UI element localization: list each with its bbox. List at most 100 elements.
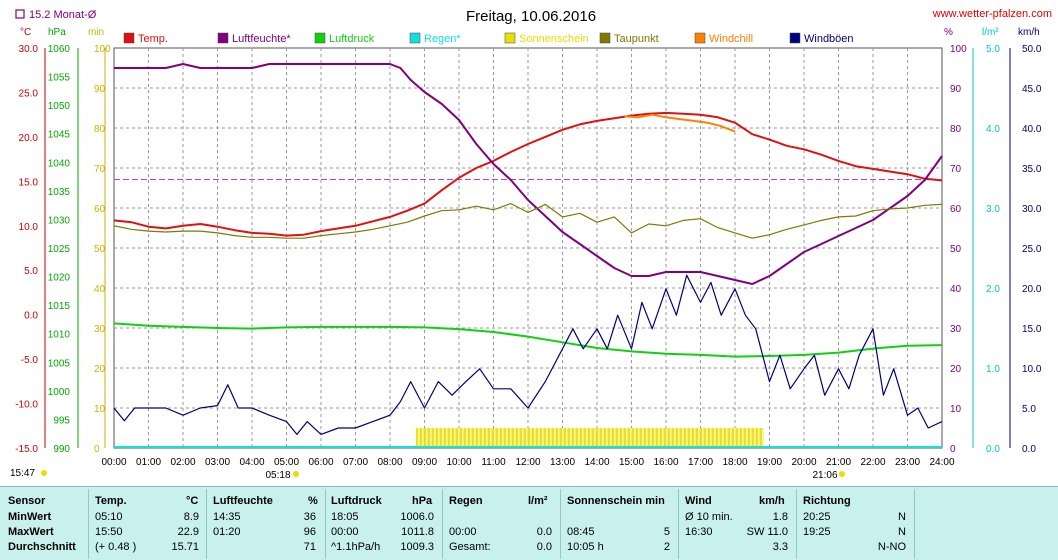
pressure-axis-tick: 1035 [48,187,71,198]
x-axis-tick: 20:00 [791,457,816,468]
stats-header-rain: Regen [449,495,483,507]
rain-axis-tick: 4.0 [986,124,1000,135]
pressure-axis-tick: 1045 [48,130,71,141]
stats-header-rain-unit: l/m² [528,495,548,507]
stats-header-temp-unit: °C [186,495,199,507]
rain-axis-tick: 2.0 [986,284,1000,295]
stats-rain-val: 0.0 [536,526,552,538]
x-axis-tick: 07:00 [343,457,368,468]
minutes-axis-tick: 80 [94,124,106,135]
series-line-temp- [113,111,943,237]
stats-press-val: 1011.8 [401,526,434,538]
percent-axis-tick: 80 [950,124,962,135]
wind-axis-tick: 15.0 [1022,324,1042,335]
minutes-axis-tick: 20 [94,364,106,375]
x-axis-tick: 06:00 [308,457,333,468]
stats-wind-val: 3.3 [772,541,788,553]
x-axis-tick: 23:00 [895,457,920,468]
site-link[interactable]: www.wetter-pfalzen.com [932,8,1052,20]
x-axis-tick: 22:00 [860,457,885,468]
pressure-axis-tick: 1050 [48,101,71,112]
pressure-axis-tick: 1020 [48,273,71,284]
minutes-axis-tick: 0 [94,444,100,455]
pressure-axis-tick: 1015 [48,301,71,312]
percent-axis-tick: 100 [950,44,967,55]
x-axis-tick: 01:00 [136,457,161,468]
x-axis-tick: 02:00 [170,457,195,468]
rain-axis-tick: 5.0 [986,44,1000,55]
minutes-axis-tick: 100 [94,44,111,55]
pressure-axis-tick: 1010 [48,330,71,341]
chart-title: Freitag, 10.06.2016 [466,8,596,25]
wind-axis-tick: 10.0 [1022,364,1042,375]
stats-press-val: 1006.0 [400,511,434,523]
stats-rain-val: 0.0 [536,541,552,553]
x-axis-tick: 13:00 [550,457,575,468]
stats-hum-val: 36 [303,511,316,523]
temp-axis-tick: -10.0 [15,400,38,411]
stats-hum-time: 14:35 [213,511,241,523]
stats-dir-val: N-NO [877,541,906,553]
x-axis-tick: 17:00 [688,457,713,468]
sunrise-label: 05:18 [265,470,290,481]
x-axis-tick: 04:00 [239,457,264,468]
chart-series [113,63,943,448]
stats-dir-val: N [898,511,906,523]
stats-header-pressure: Luftdruck [331,495,382,507]
x-axis-tick: 08:00 [377,457,402,468]
temp-axis-tick: 10.0 [19,222,39,233]
x-axis-tick: 19:00 [757,457,782,468]
legend-swatch [409,32,421,44]
legend-swatch [599,32,611,44]
stats-temp-val: 15.71 [171,541,199,553]
series-line-luftfeuchte- [114,63,943,285]
stats-wind-time: 16:30 [685,526,713,538]
chart-grid [113,47,943,449]
wind-axis-tick: 40.0 [1022,124,1042,135]
sunshine-minutes-label: 15:47 [10,468,35,479]
pressure-axis-tick: 1025 [48,244,71,255]
series-line-windb-en [113,274,943,435]
x-axis-tick: 09:00 [412,457,437,468]
stats-sun-val: 2 [663,541,670,553]
percent-axis-tick: 50 [950,244,962,255]
stats-rain-time: 00:00 [449,526,477,538]
x-axis-tick: 03:00 [205,457,230,468]
stats-header-wind-unit: km/h [759,495,785,507]
legend-label: Temp. [138,33,168,45]
weather-chart: 30.0 25.0 20.0 15.0 10.0 5.0 0.0 -5.0 -10.0 -15.0… [10,8,1052,481]
stats-dir-time: 20:25 [803,511,831,523]
stats-header-humidity-unit: % [308,495,318,507]
stats-press-time: 00:00 [331,526,359,538]
legend-swatch [694,32,706,44]
stats-rain-time: Gesamt: [449,541,491,553]
percent-axis-tick: 30 [950,324,962,335]
stats-header-wind: Wind [685,495,712,507]
stats-label: MaxWert [8,526,54,538]
percent-axis-tick: 90 [950,84,962,95]
pressure-axis-tick: 1000 [48,387,71,398]
stats-sun-time: 08:45 [567,526,595,538]
minutes-axis-tick: 60 [94,204,106,215]
x-axis-tick: 00:00 [101,457,126,468]
stats-label: Durchschnitt [8,541,76,553]
stats-label: MinWert [8,511,52,523]
stats-sun-time: 10:05 h [567,541,604,553]
percent-axis-tick: 20 [950,364,962,375]
stats-temp-val: 22.9 [177,526,199,538]
temp-axis-tick: 30.0 [19,44,39,55]
legend-swatch [217,32,229,44]
axis-unit-pressure: hPa [48,27,66,38]
stats-temp-time: 15:50 [95,526,123,538]
stats-header-temp: Temp. [95,495,127,507]
chart-axes: 30.0 25.0 20.0 15.0 10.0 5.0 0.0 -5.0 -10.0 -15.0… [15,44,1042,468]
stats-header-humidity: Luftfeuchte [213,495,273,507]
wind-axis-tick: 25.0 [1022,244,1042,255]
stats-header-dir: Richtung [803,495,851,507]
temp-axis-tick: -5.0 [21,355,39,366]
temp-axis-tick: 0.0 [24,311,38,322]
legend-label: Luftdruck [329,33,375,45]
wind-axis-tick: 35.0 [1022,164,1042,175]
x-axis-tick: 21:00 [826,457,851,468]
pressure-axis-tick: 1060 [48,44,71,55]
